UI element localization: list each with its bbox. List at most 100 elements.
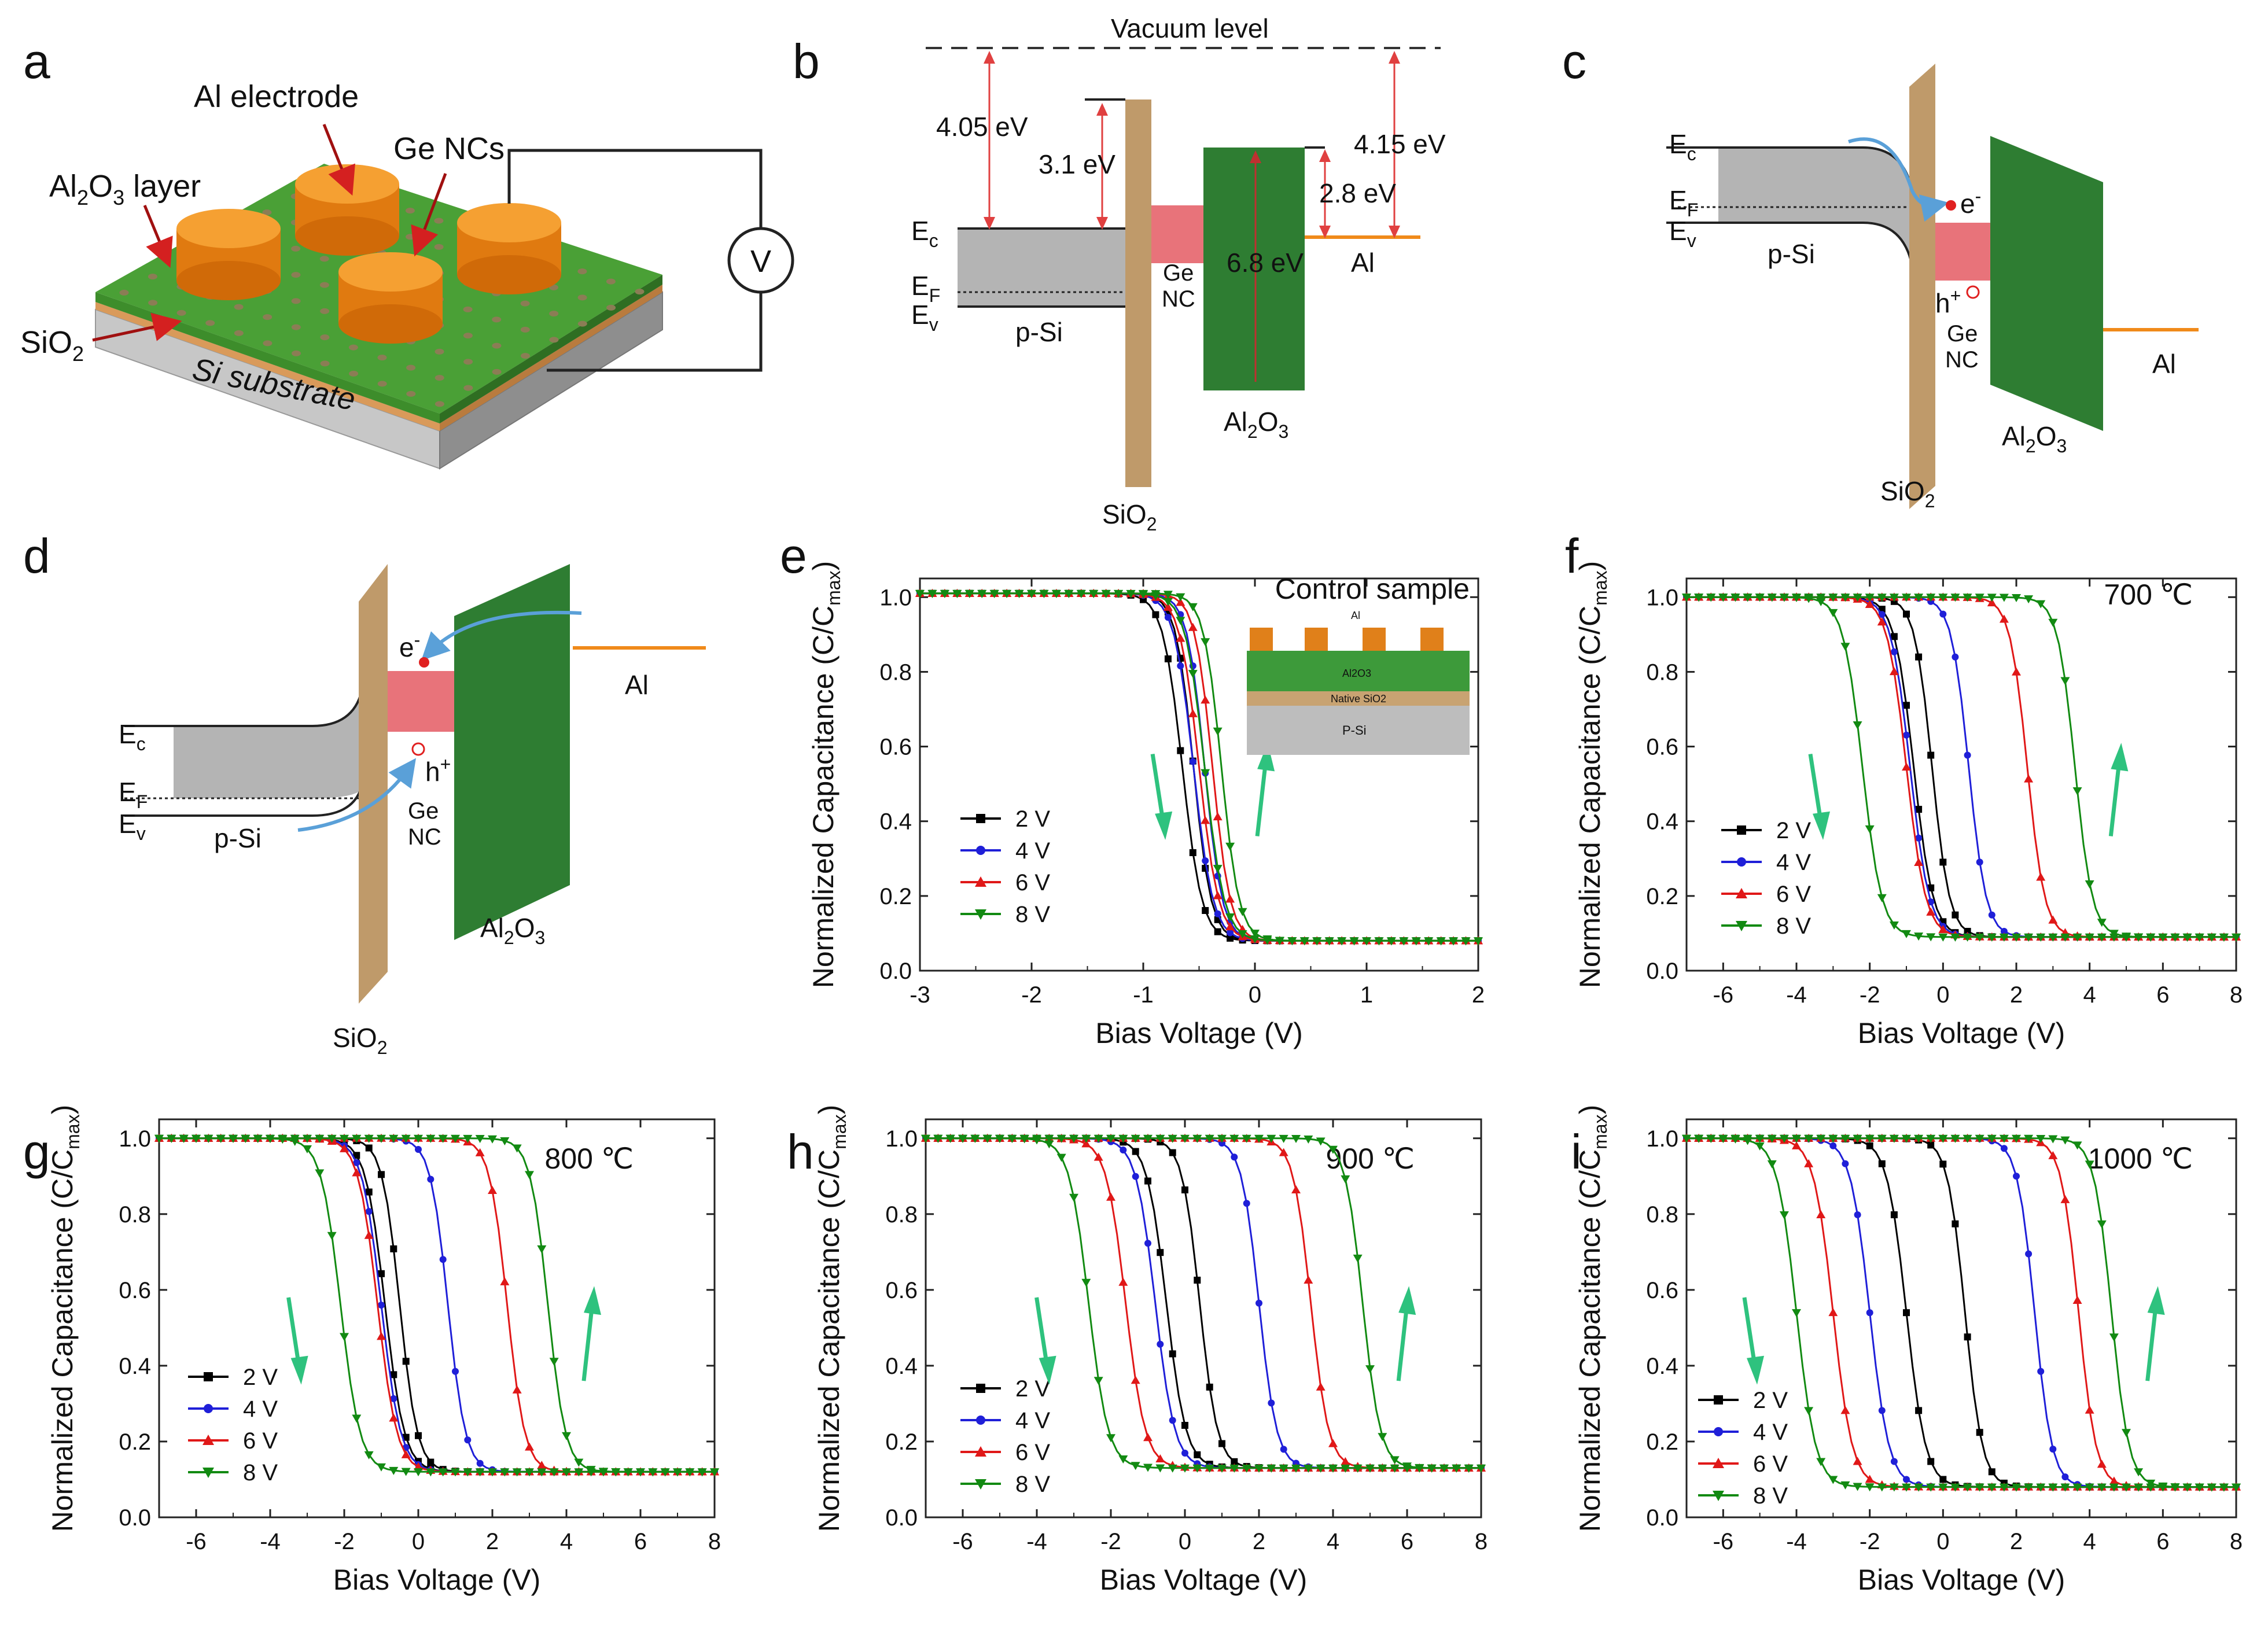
data-point: [1328, 1145, 1338, 1154]
substrate-side: [439, 291, 663, 470]
curve-line: [926, 1137, 1481, 1469]
data-point: [611, 1468, 621, 1477]
data-point: [1225, 922, 1235, 931]
data-point: [1238, 908, 1247, 916]
data-point: [1081, 1278, 1091, 1287]
curve-line: [926, 1137, 1481, 1469]
data-point: [1927, 1458, 1935, 1465]
data-point: [1056, 1153, 1066, 1162]
curve-line: [1687, 596, 2236, 938]
data-point: [1374, 937, 1384, 946]
data-point: [266, 1134, 275, 1143]
sio2-barrier-c: [1909, 64, 1935, 509]
series-6v: [154, 1133, 719, 1476]
data-point: [1007, 1134, 1017, 1143]
p-si-label-d: p-Si: [214, 823, 262, 853]
data-point: [352, 1168, 362, 1177]
series-2v: [1683, 594, 2240, 941]
data-point: [1218, 1440, 1225, 1447]
data-point: [1386, 937, 1396, 946]
sweep-arrows: [286, 1286, 601, 1385]
data-point: [1168, 1464, 1177, 1473]
data-point: [2109, 1476, 2119, 1485]
data-point: [438, 1468, 448, 1477]
data-point: [1304, 1464, 1313, 1473]
legend-label: 6 V: [1015, 870, 1050, 895]
legend-label: 2 V: [1015, 1376, 1050, 1402]
ge-nc-dot: [291, 245, 301, 252]
data-point: [1829, 1142, 1837, 1149]
x-tick-label: 1: [1360, 982, 1373, 1008]
data-point: [1840, 1406, 1850, 1414]
ge-nc-dot: [434, 218, 444, 224]
data-point: [1903, 1309, 1910, 1317]
data-point: [1474, 937, 1483, 946]
data-point: [1449, 937, 1459, 946]
data-point: [192, 1134, 201, 1143]
ge-nc-dot: [319, 282, 329, 288]
data-point: [1939, 1160, 1947, 1168]
nc-label-d: NC: [408, 824, 441, 850]
data-point: [525, 1171, 534, 1179]
data-point: [1682, 1134, 1691, 1143]
data-point: [2012, 594, 2021, 602]
data-point: [1999, 614, 2009, 623]
chart-i: -6 -4 -2 0 2 4 6 8 0.0 0.2 0.4 0.6 0.8 1.0 Bias Voltag…: [1574, 1105, 2243, 1596]
data-point: [488, 1468, 497, 1477]
ge-nc-dot: [320, 334, 330, 341]
legend-marker: [1714, 1427, 1723, 1436]
data-point: [1915, 653, 1923, 661]
data-point: [1889, 1134, 1899, 1143]
x-tick-label: -4: [1026, 1529, 1047, 1554]
data-point: [1341, 1464, 1350, 1473]
legend-label: 4 V: [243, 1396, 278, 1422]
legend-label: 8 V: [1753, 1483, 1788, 1509]
al2o3-layer-label: Al2O3 layer: [49, 169, 201, 209]
data-point: [1865, 1475, 1875, 1483]
data-point: [2134, 1483, 2144, 1492]
data-point: [2036, 1134, 2046, 1143]
data-point: [2048, 1151, 2058, 1159]
data-point: [1157, 1340, 1164, 1348]
x-tick-label: 6: [634, 1529, 647, 1554]
chart-g: -6 -4 -2 0 2 4 6 8 0.0 0.2 0.4 0.6 0.8 1.0 Bias Voltag…: [46, 1105, 721, 1596]
data-point: [340, 1333, 349, 1341]
data-point: [2085, 1160, 2094, 1169]
legend-label: 2 V: [243, 1365, 278, 1390]
data-point: [2134, 933, 2144, 942]
y-tick-label: 0.2: [119, 1429, 151, 1455]
chart-f: -6 -4 -2 0 2 4 6 8 0.0 0.2 0.4 0.6 0.8 1.0 Bias Voltag…: [1574, 561, 2243, 1049]
data-point: [1464, 1464, 1474, 1473]
data-point: [1903, 1476, 1910, 1483]
chart-title: 800 ℃: [545, 1142, 634, 1175]
data-point: [1181, 1450, 1188, 1457]
legend-label: 6 V: [243, 1428, 278, 1454]
data-point: [1291, 1464, 1301, 1473]
legend-label: 6 V: [1753, 1451, 1788, 1477]
data-point: [1365, 1365, 1375, 1374]
svg-text:Native SiO2: Native SiO2: [1331, 693, 1386, 705]
data-point: [1304, 1135, 1313, 1144]
data-point: [365, 1188, 373, 1196]
data-point: [2232, 933, 2241, 942]
data-point: [1044, 1140, 1054, 1149]
x-tick-label: 0: [1179, 1529, 1191, 1554]
ge-nc-dot: [291, 324, 301, 330]
y-tick-label: 1.0: [879, 585, 912, 610]
energy-4-15: 4.15 eV: [1354, 129, 1446, 159]
data-point: [1914, 858, 1924, 867]
legend-marker: [203, 1468, 214, 1478]
data-point: [952, 589, 962, 598]
ge-nc-dot: [205, 320, 215, 326]
data-point: [1242, 1134, 1251, 1143]
p-si-label: p-Si: [1015, 317, 1063, 347]
data-point: [1877, 894, 1887, 902]
data-point: [1915, 1407, 1923, 1414]
data-point: [1436, 937, 1446, 946]
curve-line: [1687, 596, 2236, 938]
data-point: [1189, 849, 1196, 856]
x-tick-label: 2: [2010, 1529, 2023, 1554]
x-tick-label: 2: [2010, 982, 2023, 1008]
curve-line: [1687, 596, 2236, 938]
data-point: [1976, 1429, 1983, 1436]
